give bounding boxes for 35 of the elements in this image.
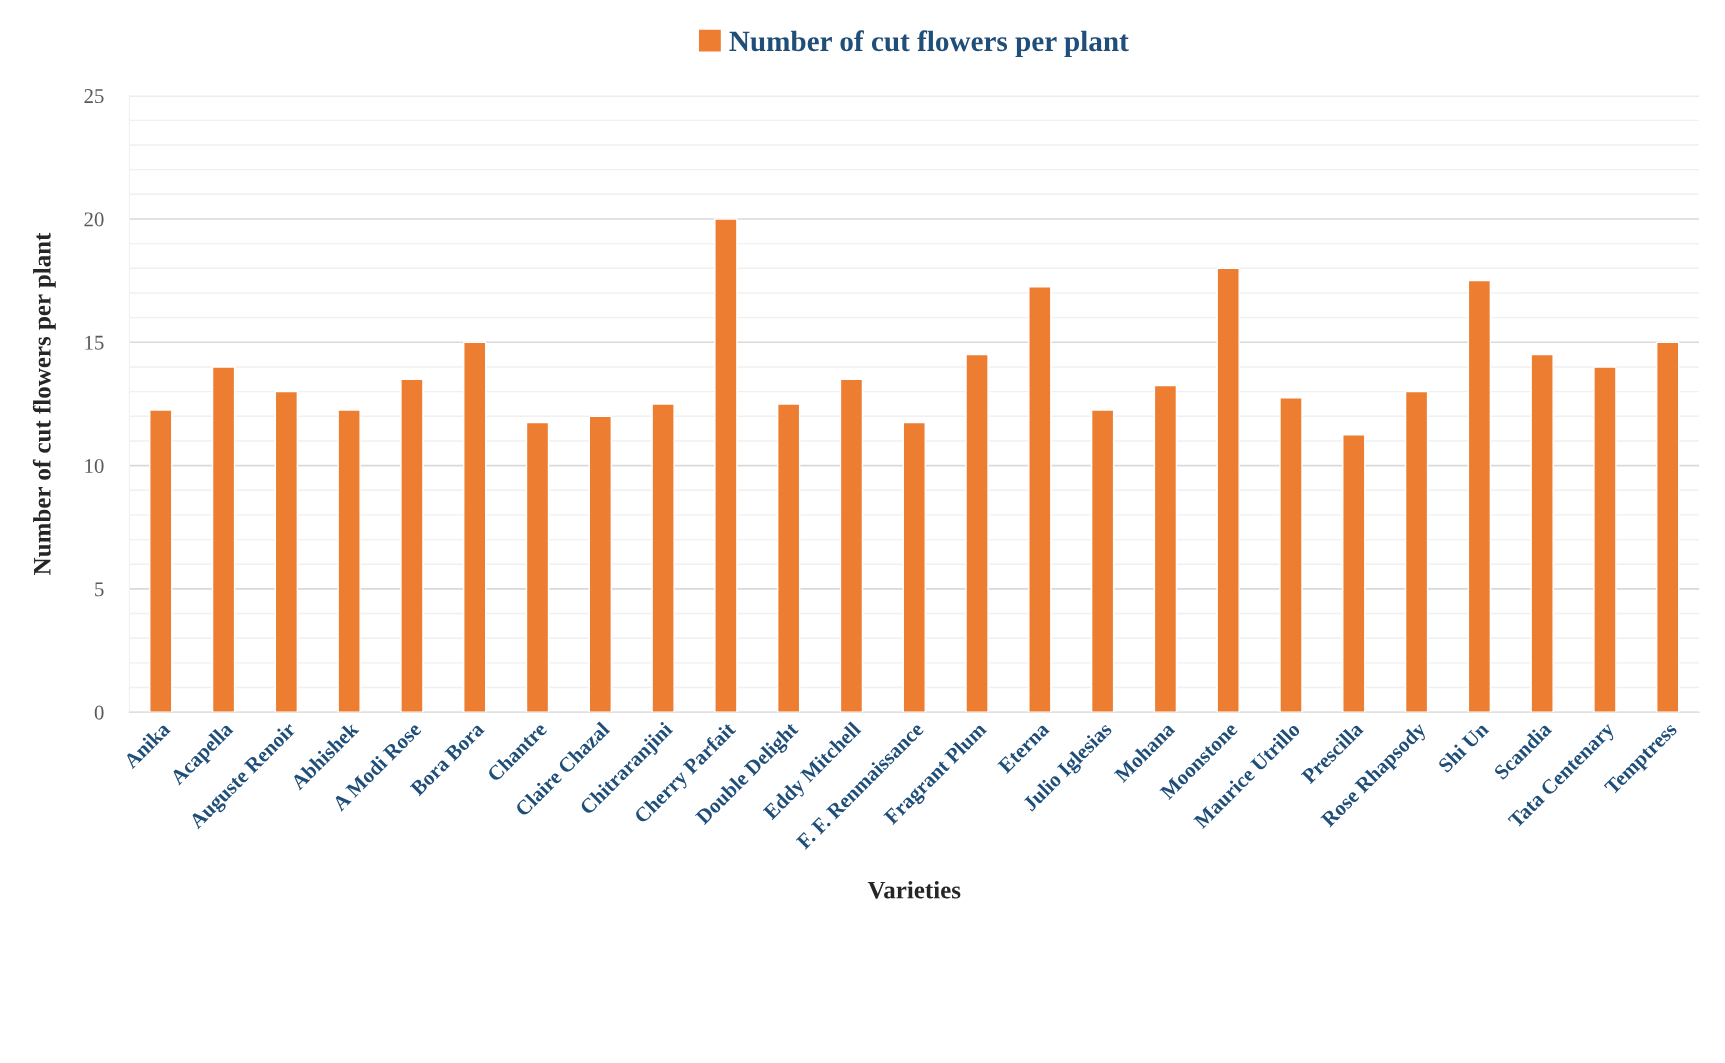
bar <box>337 409 361 713</box>
bar <box>525 421 550 713</box>
y-tick-label: 0 <box>94 705 104 720</box>
bar <box>1404 390 1429 713</box>
bar <box>1593 366 1617 713</box>
bar <box>1530 353 1554 713</box>
x-axis-title: Varieties <box>867 880 961 899</box>
y-axis-title: Number of cut flowers per plant <box>32 232 56 575</box>
bar <box>463 341 487 713</box>
bar <box>1090 409 1115 713</box>
bar <box>274 390 299 713</box>
y-tick-label: 20 <box>84 212 104 227</box>
bar <box>1153 384 1178 713</box>
x-tick-label: Shi Un <box>1437 720 1490 774</box>
bar <box>714 218 738 713</box>
bar <box>776 403 801 713</box>
bar <box>211 366 236 713</box>
bar <box>1467 279 1492 713</box>
bar <box>1216 267 1240 713</box>
y-tick-label: 15 <box>85 335 104 350</box>
y-tick-label: 25 <box>84 89 104 104</box>
legend-label: Number of cut flowers per plant <box>729 30 1129 58</box>
y-tick-label: 10 <box>85 458 104 474</box>
y-tick-label: 5 <box>95 582 104 597</box>
bar <box>1279 397 1303 713</box>
bar <box>651 403 675 713</box>
bar <box>149 409 173 713</box>
bar <box>400 378 424 713</box>
bar <box>1656 341 1680 713</box>
bar <box>1028 286 1052 713</box>
bar <box>588 415 612 713</box>
bar <box>965 353 989 713</box>
bar <box>1342 434 1366 713</box>
bar <box>839 378 864 713</box>
bar <box>902 421 926 713</box>
